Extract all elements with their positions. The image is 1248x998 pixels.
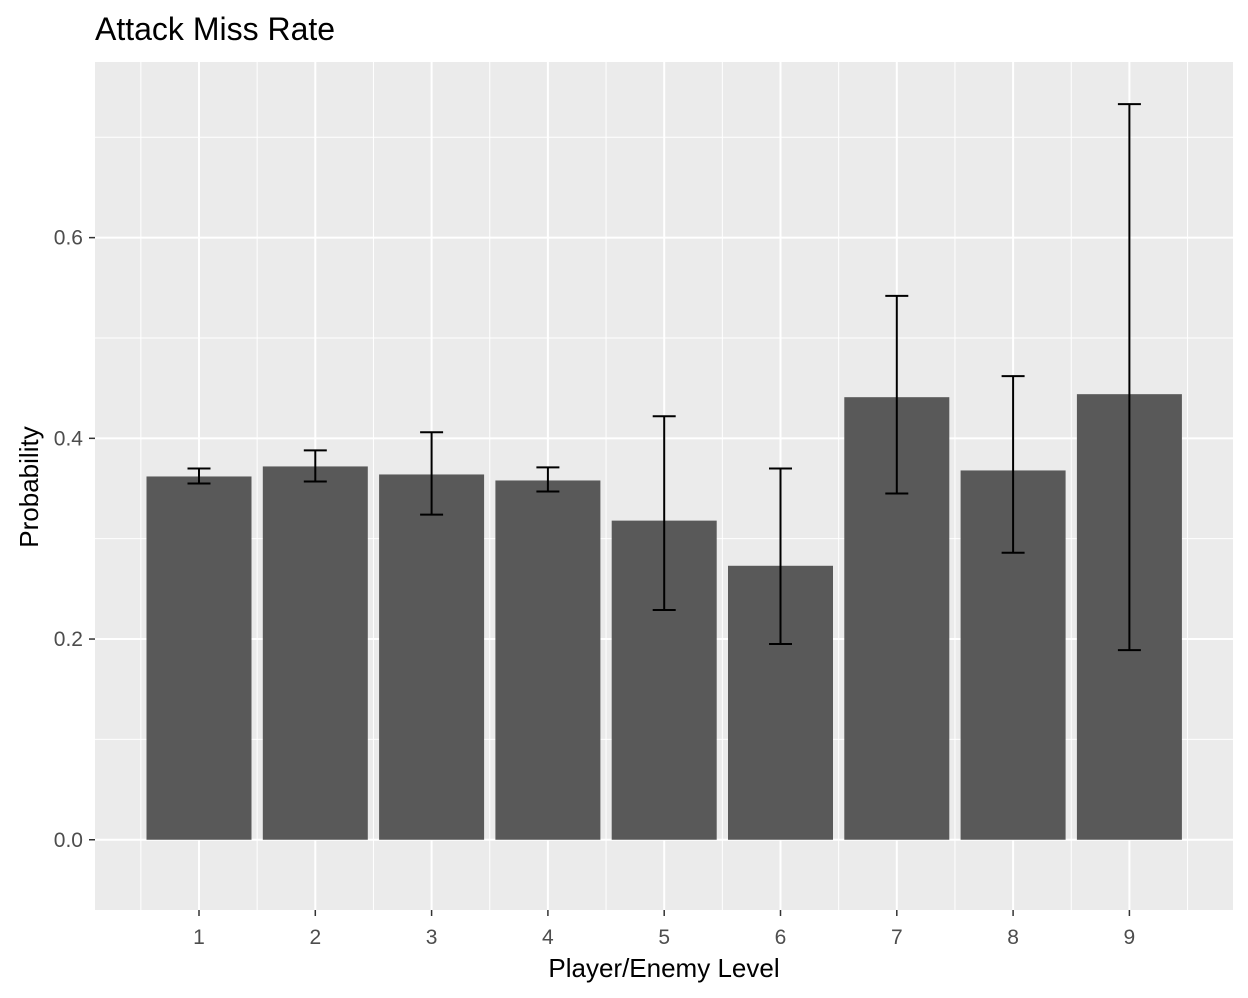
bar-4 xyxy=(495,480,601,840)
error-bar-6 xyxy=(769,467,792,646)
error-bar-9 xyxy=(1117,103,1141,652)
y-axis: 0.0 0.2 0.4 0.6 xyxy=(54,227,95,852)
error-bar-3 xyxy=(420,431,444,516)
bar-3 xyxy=(379,474,485,840)
error-bar-7 xyxy=(885,294,909,495)
x-axis-title: Player/Enemy Level xyxy=(548,953,779,983)
error-bar-4 xyxy=(536,466,560,493)
error-bar-2 xyxy=(303,449,327,483)
y-tick-label: 0.2 xyxy=(54,628,83,651)
x-tick-label: 4 xyxy=(542,926,554,949)
x-tick-label: 6 xyxy=(775,926,787,949)
x-tick-label: 1 xyxy=(193,926,205,949)
y-tick-label: 0.0 xyxy=(54,829,83,852)
chart-title: Attack Miss Rate xyxy=(95,11,335,47)
y-tick-label: 0.6 xyxy=(54,227,83,250)
x-tick-label: 7 xyxy=(891,926,903,949)
x-axis: 1 2 3 4 5 6 7 8 9 xyxy=(193,910,1135,949)
x-tick-label: 9 xyxy=(1124,926,1136,949)
y-axis-title: Probability xyxy=(14,426,44,547)
bars xyxy=(146,394,1182,840)
error-bar-5 xyxy=(652,415,676,611)
error-bar-1 xyxy=(187,467,211,485)
y-tick-label: 0.4 xyxy=(54,427,84,450)
x-tick-label: 5 xyxy=(658,926,670,949)
x-tick-label: 8 xyxy=(1007,926,1019,949)
bar-1 xyxy=(146,476,252,840)
x-tick-label: 2 xyxy=(309,926,321,949)
x-tick-label: 3 xyxy=(426,926,438,949)
error-bars xyxy=(187,103,1141,652)
bar-2 xyxy=(262,466,368,840)
error-bar-8 xyxy=(1001,375,1025,554)
